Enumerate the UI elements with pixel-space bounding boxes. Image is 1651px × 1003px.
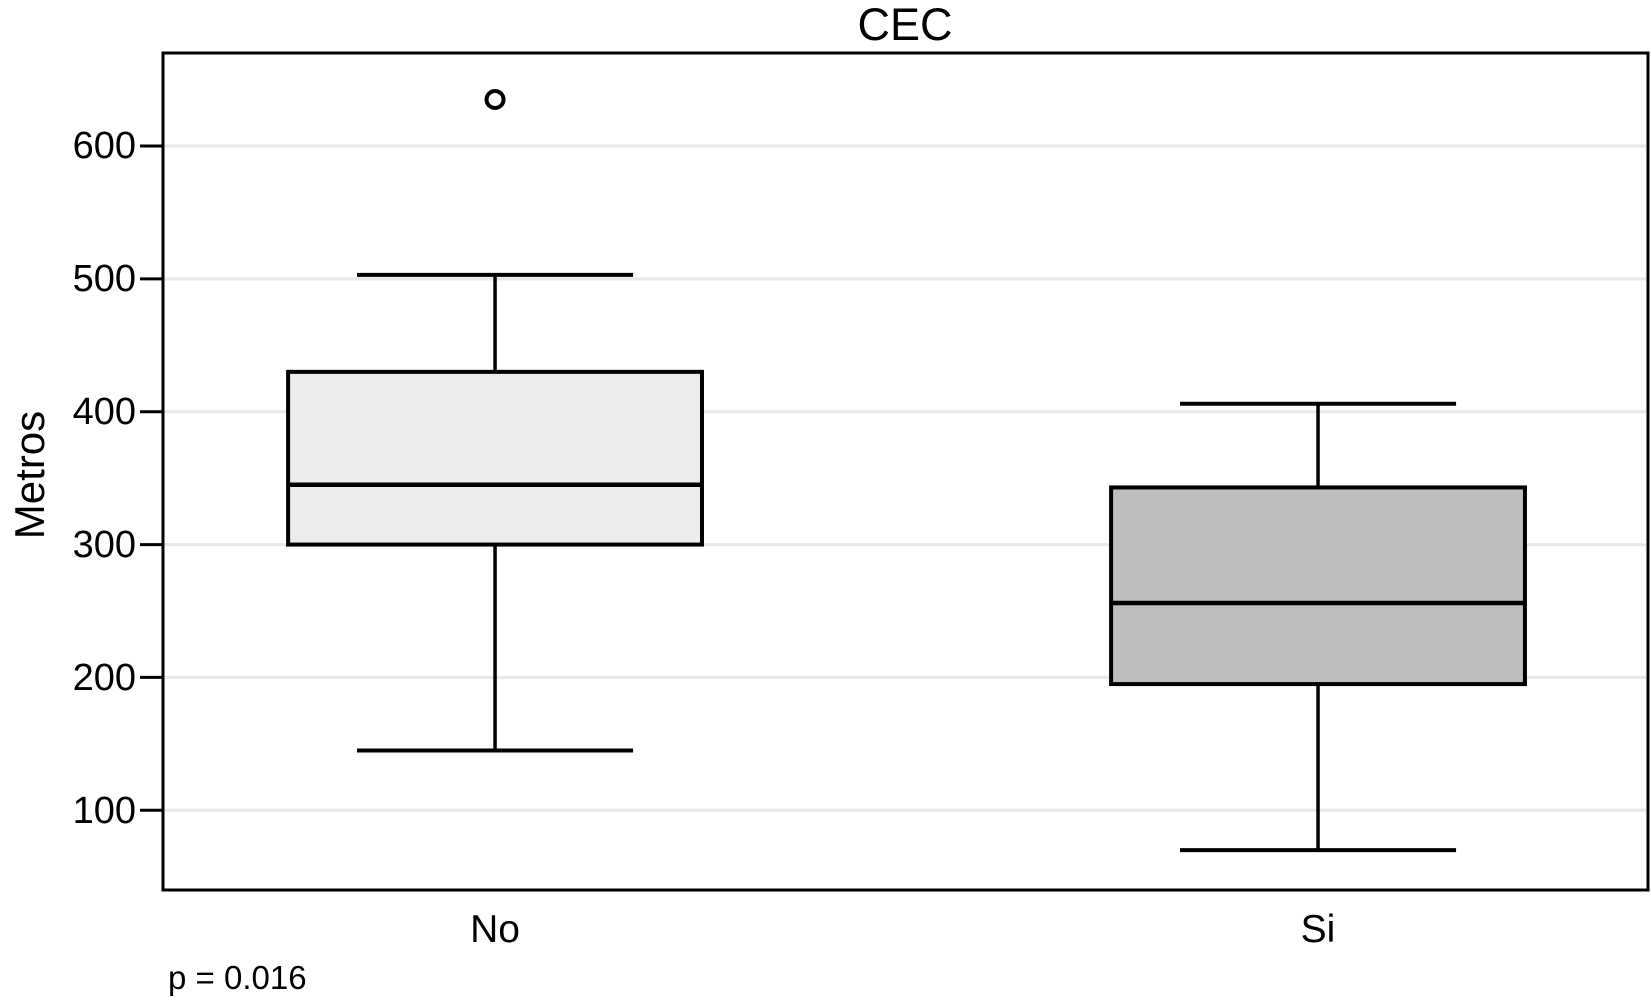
y-tick-label-600: 600	[72, 125, 136, 167]
plot-border	[161, 51, 1650, 892]
iqr-box-si	[1109, 485, 1527, 687]
outlier-point-no	[484, 89, 506, 110]
x-category-label-si: Si	[1300, 908, 1336, 951]
y-tick-label-400: 400	[72, 391, 136, 433]
y-tick-label-300: 300	[72, 524, 136, 566]
x-category-label-no: No	[470, 908, 520, 951]
chart-title: CEC	[857, 0, 953, 50]
y-tick-label-500: 500	[72, 258, 136, 300]
y-tick-label-100: 100	[72, 790, 136, 832]
y-tick-label-200: 200	[72, 657, 136, 699]
iqr-box-no	[286, 369, 704, 547]
p-value-annotation: p = 0.016	[168, 959, 307, 996]
